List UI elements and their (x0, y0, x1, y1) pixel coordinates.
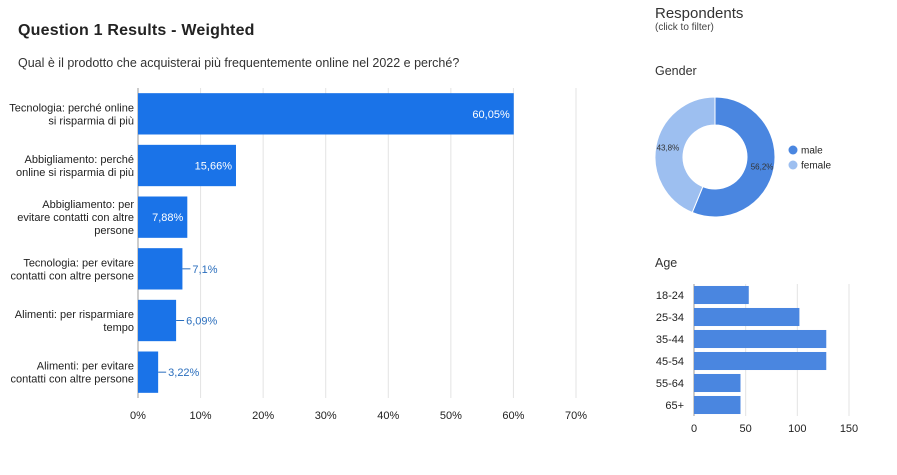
x-tick-label: 0% (130, 410, 146, 422)
x-tick-label: 30% (315, 410, 337, 422)
age-category-label: 18-24 (656, 290, 684, 302)
legend-label[interactable]: female (801, 161, 831, 172)
legend-swatch[interactable] (788, 145, 798, 155)
pie-label: 43,8% (657, 144, 680, 153)
data-label: 15,66% (195, 161, 233, 173)
age-bar[interactable] (694, 307, 800, 327)
pie-label: 56,2% (751, 162, 774, 171)
age-title: Age (655, 256, 678, 270)
bar[interactable] (138, 93, 514, 135)
age-bar[interactable] (694, 395, 741, 415)
data-label: 6,09% (186, 316, 217, 328)
respondents-title: Respondents (655, 5, 744, 22)
age-bar[interactable] (694, 373, 741, 393)
bar[interactable] (138, 196, 188, 238)
bar[interactable] (138, 248, 183, 290)
age-category-label: 35-44 (656, 334, 684, 346)
age-x-tick-label: 100 (788, 423, 806, 435)
category-label: contatti con altre persone (10, 270, 134, 282)
age-bar[interactable] (694, 351, 827, 371)
legend-swatch[interactable] (788, 160, 798, 170)
question-text: Qual è il prodotto che acquisterai più f… (18, 56, 460, 70)
category-label: online si risparmia di più (16, 167, 134, 179)
age-bar[interactable] (694, 285, 749, 305)
bar[interactable] (138, 299, 177, 342)
age-bar[interactable] (694, 329, 827, 349)
age-x-tick-label: 150 (840, 423, 858, 435)
data-label: 60,05% (472, 109, 510, 121)
data-label: 3,22% (168, 367, 199, 379)
data-label: 7,88% (152, 212, 183, 224)
category-label: Abbigliamento: per (42, 199, 134, 211)
age-category-label: 65+ (665, 400, 684, 412)
age-category-label: 45-54 (656, 356, 684, 368)
respondents-subtitle: (click to filter) (655, 22, 714, 33)
bar[interactable] (138, 144, 236, 187)
age-x-tick-label: 0 (691, 423, 697, 435)
legend-label[interactable]: male (801, 146, 823, 157)
x-tick-label: 70% (565, 410, 587, 422)
x-tick-label: 40% (377, 410, 399, 422)
age-x-tick-label: 50 (740, 423, 752, 435)
gender-title: Gender (655, 64, 697, 78)
bar[interactable] (138, 351, 159, 393)
category-label: persone (94, 225, 134, 237)
category-label: Alimenti: per risparmiare (15, 309, 134, 321)
x-tick-label: 10% (190, 410, 212, 422)
pie-slice[interactable] (691, 96, 776, 218)
data-label: 7,1% (192, 264, 217, 276)
category-label: tempo (103, 322, 134, 334)
x-tick-label: 60% (502, 410, 524, 422)
x-tick-label: 20% (252, 410, 274, 422)
category-label: Tecnologia: perché online (9, 102, 134, 114)
category-label: si risparmia di più (48, 115, 134, 127)
category-label: evitare contatti con altre (17, 212, 134, 224)
pie-slice[interactable] (654, 96, 716, 214)
category-label: Tecnologia: per evitare (23, 257, 134, 269)
chart-title: Question 1 Results - Weighted (18, 22, 255, 39)
category-label: Alimenti: per evitare (37, 361, 134, 373)
category-label: Abbigliamento: perché (25, 154, 134, 166)
age-category-label: 55-64 (656, 378, 684, 390)
x-tick-label: 50% (440, 410, 462, 422)
age-category-label: 25-34 (656, 312, 684, 324)
category-label: contatti con altre persone (10, 374, 134, 386)
